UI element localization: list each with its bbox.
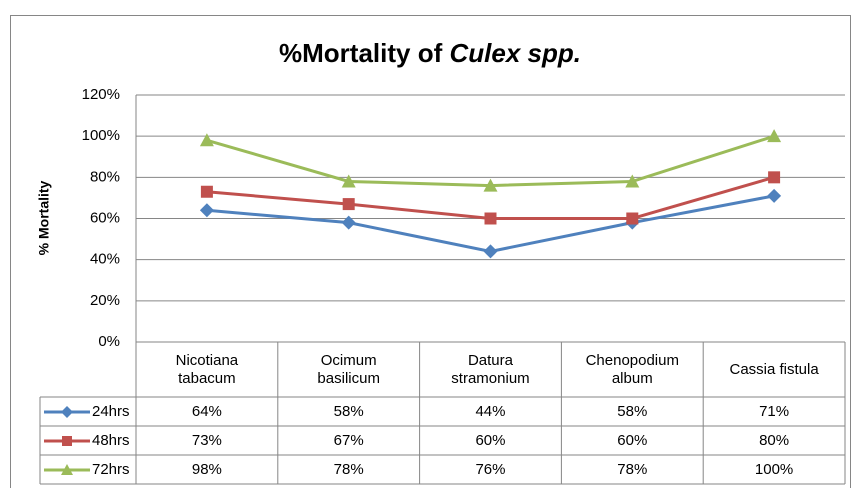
y-tick-label: 40% bbox=[90, 251, 120, 268]
category-label-text: Ocimum basilicum bbox=[317, 351, 380, 387]
data-table-value: 78% bbox=[561, 455, 703, 484]
y-tick-label: 20% bbox=[90, 292, 120, 309]
data-table-value: 98% bbox=[136, 455, 278, 484]
y-tick-label: 80% bbox=[90, 168, 120, 185]
legend-swatch bbox=[44, 435, 90, 446]
marker bbox=[625, 174, 640, 188]
data-table-value-text: 98% bbox=[191, 460, 222, 478]
legend-entry: 48hrs bbox=[44, 426, 130, 455]
data-table-value: 60% bbox=[420, 426, 562, 455]
marker bbox=[61, 463, 73, 475]
legend-label: 24hrs bbox=[92, 403, 130, 420]
legend-label: 72hrs bbox=[92, 461, 130, 478]
legend-entry: 24hrs bbox=[44, 397, 130, 426]
series-line bbox=[206, 134, 775, 188]
y-tick-label: 0% bbox=[98, 333, 120, 350]
marker bbox=[342, 198, 355, 211]
data-table-value-text: 73% bbox=[191, 431, 222, 449]
data-table-value: 73% bbox=[136, 426, 278, 455]
category-label-text: Nicotiana tabacum bbox=[175, 351, 239, 387]
marker bbox=[341, 174, 356, 188]
category-label-text: Cassia fistula bbox=[729, 360, 819, 378]
data-table-value-text: 80% bbox=[759, 431, 790, 449]
category-label: Cassia fistula bbox=[703, 342, 845, 397]
data-table-value: 100% bbox=[703, 455, 845, 484]
data-table-value: 71% bbox=[703, 397, 845, 426]
data-table-value-text: 64% bbox=[191, 402, 222, 420]
marker bbox=[199, 133, 214, 147]
marker bbox=[483, 244, 498, 259]
y-axis-label: % Mortality bbox=[36, 180, 52, 255]
data-table-value-text: 71% bbox=[759, 402, 790, 420]
data-table-value-text: 44% bbox=[475, 402, 506, 420]
data-table-value: 67% bbox=[278, 426, 420, 455]
data-table-value-text: 76% bbox=[475, 460, 506, 478]
category-label: Ocimum basilicum bbox=[278, 342, 420, 397]
marker bbox=[767, 188, 782, 203]
marker bbox=[200, 185, 213, 198]
legend-label: 48hrs bbox=[92, 432, 130, 449]
category-label-text: Datura stramonium bbox=[451, 351, 530, 387]
data-table-value: 58% bbox=[561, 397, 703, 426]
data-table-value-text: 67% bbox=[333, 431, 364, 449]
chart-border bbox=[10, 15, 851, 488]
category-label-text: Chenopodium album bbox=[585, 351, 679, 387]
marker bbox=[626, 212, 639, 225]
data-table-value: 58% bbox=[278, 397, 420, 426]
legend-entry: 72hrs bbox=[44, 455, 130, 484]
marker bbox=[62, 435, 72, 446]
category-label: Nicotiana tabacum bbox=[136, 342, 278, 397]
category-label: Chenopodium album bbox=[561, 342, 703, 397]
data-table-value-text: 78% bbox=[333, 460, 364, 478]
data-table-value-text: 100% bbox=[754, 460, 794, 478]
legend-swatch bbox=[44, 463, 90, 475]
data-table-value-text: 58% bbox=[617, 402, 648, 420]
data-table-value-text: 78% bbox=[617, 460, 648, 478]
data-table-value-text: 58% bbox=[333, 402, 364, 420]
category-label: Datura stramonium bbox=[420, 342, 562, 397]
title-text: %Mortality of bbox=[279, 38, 443, 68]
legend-swatch bbox=[44, 405, 90, 418]
marker bbox=[341, 215, 356, 230]
y-tick-label: 120% bbox=[82, 86, 120, 103]
data-table-value-text: 60% bbox=[617, 431, 648, 449]
title-species: Culex spp. bbox=[449, 38, 580, 68]
marker bbox=[199, 203, 214, 218]
data-table-value-text: 60% bbox=[475, 431, 506, 449]
marker bbox=[484, 212, 497, 225]
data-table-value: 76% bbox=[420, 455, 562, 484]
marker bbox=[768, 171, 781, 184]
marker bbox=[61, 405, 73, 418]
marker bbox=[767, 129, 782, 143]
y-tick-label: 100% bbox=[82, 127, 120, 144]
data-table-value: 44% bbox=[420, 397, 562, 426]
marker bbox=[483, 178, 498, 192]
data-table-value: 64% bbox=[136, 397, 278, 426]
data-table-value: 78% bbox=[278, 455, 420, 484]
data-table-value: 80% bbox=[703, 426, 845, 455]
chart-title: %Mortality of Culex spp. bbox=[279, 38, 581, 68]
y-tick-label: 60% bbox=[90, 209, 120, 226]
data-table-value: 60% bbox=[561, 426, 703, 455]
